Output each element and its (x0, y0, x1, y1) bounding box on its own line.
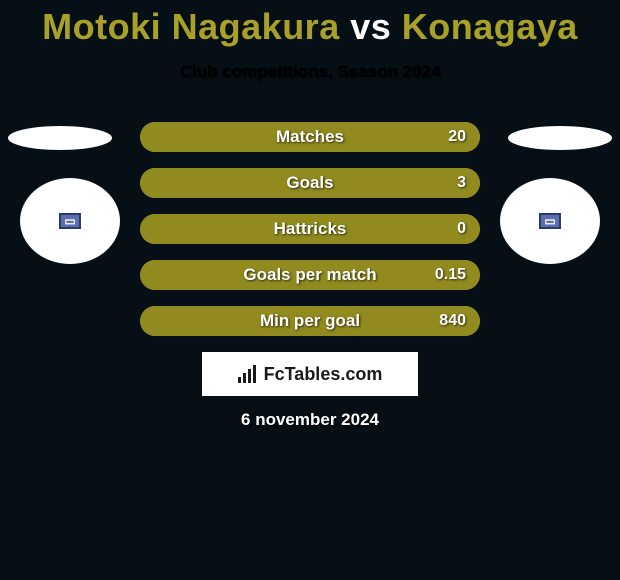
brand-label: FcTables.com (264, 364, 383, 385)
stat-label: Goals per match (243, 265, 376, 285)
stat-value: 0.15 (435, 266, 466, 284)
club-badge-icon: ▭ (539, 213, 561, 229)
title-player1: Motoki Nagakura (42, 6, 340, 47)
title-vs: vs (340, 6, 402, 47)
footer-date: 6 november 2024 (0, 410, 620, 430)
stat-bar: Goals 3 (140, 168, 480, 198)
subtitle: Club competitions, Season 2024 (0, 62, 620, 82)
stat-bar: Goals per match 0.15 (140, 260, 480, 290)
title-player2: Konagaya (402, 6, 578, 47)
stat-label: Matches (276, 127, 344, 147)
player-right-club-circle: ▭ (500, 178, 600, 264)
stats-bars: Matches 20 Goals 3 Hattricks 0 Goals per match… (140, 122, 480, 352)
stat-value: 840 (439, 312, 466, 330)
player-left-club-circle: ▭ (20, 178, 120, 264)
stat-label: Hattricks (274, 219, 347, 239)
stat-label: Goals (286, 173, 333, 193)
signal-icon (238, 365, 258, 383)
stat-value: 0 (457, 220, 466, 238)
brand-box: FcTables.com (202, 352, 418, 396)
player-right-ellipse (508, 126, 612, 150)
stat-bar: Matches 20 (140, 122, 480, 152)
stat-bar: Hattricks 0 (140, 214, 480, 244)
player-left-ellipse (8, 126, 112, 150)
club-badge-icon: ▭ (59, 213, 81, 229)
stat-bar: Min per goal 840 (140, 306, 480, 336)
stat-label: Min per goal (260, 311, 360, 331)
stat-value: 20 (448, 128, 466, 146)
brand-text: FcTables.com (238, 364, 383, 385)
page-title: Motoki Nagakura vs Konagaya (0, 0, 620, 48)
stat-value: 3 (457, 174, 466, 192)
